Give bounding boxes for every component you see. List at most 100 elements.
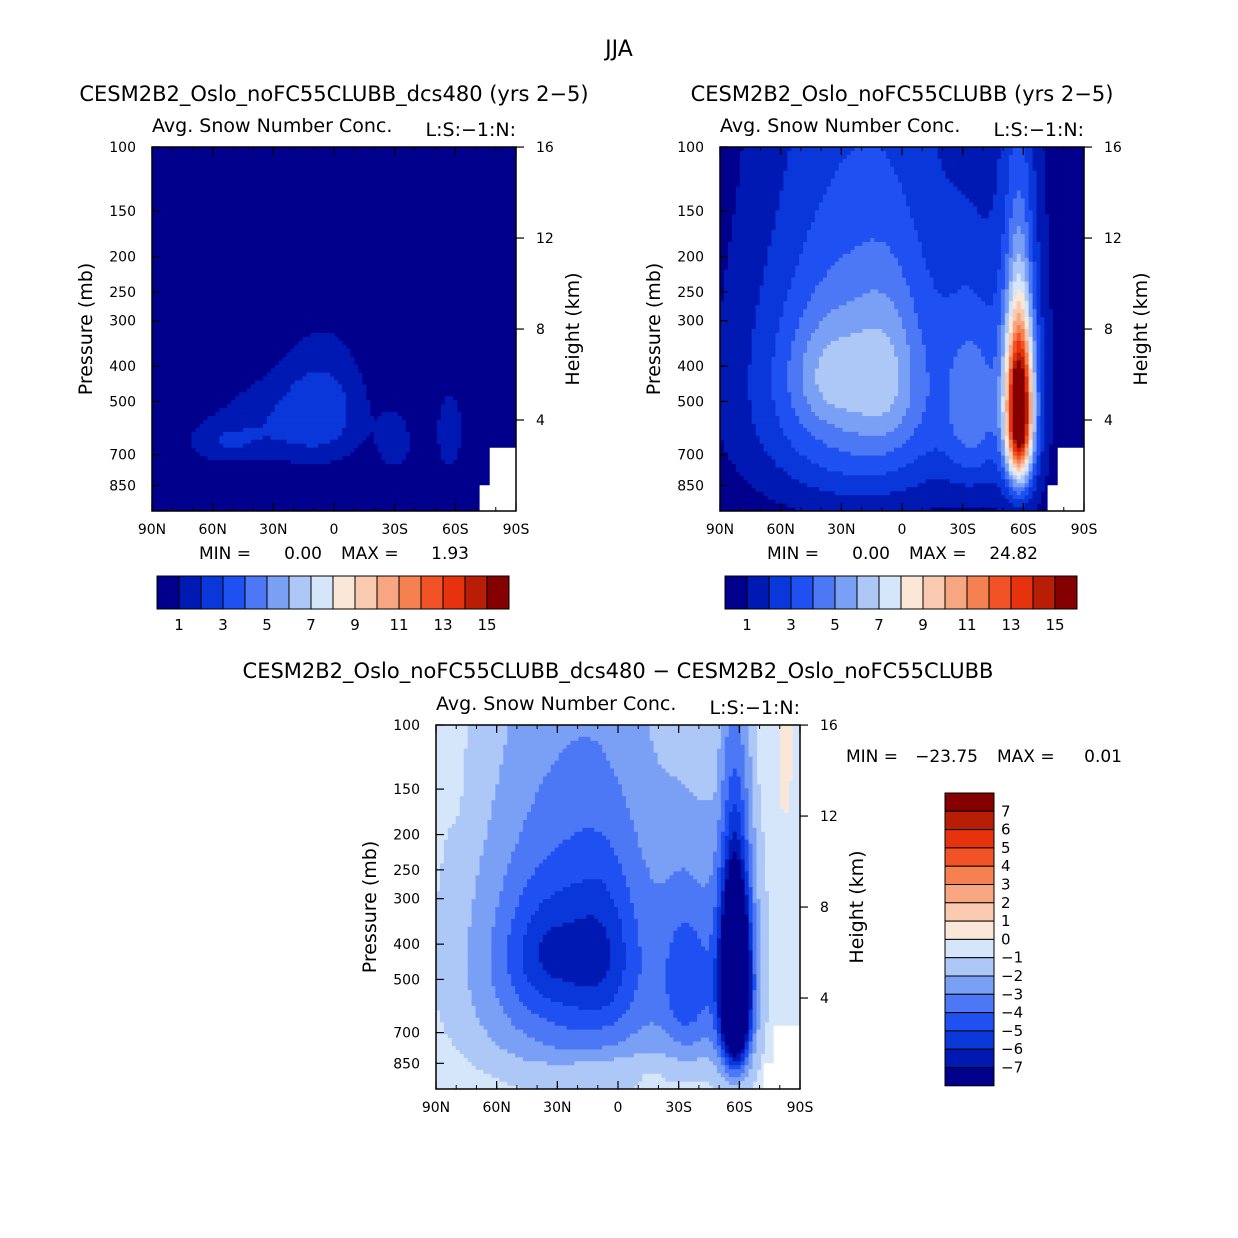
contour-cell — [1032, 309, 1038, 314]
contour-cell — [842, 214, 848, 219]
contour-cell — [870, 214, 875, 219]
contour-cell — [937, 249, 943, 255]
contour-cell — [735, 230, 741, 235]
contour-cell — [1016, 321, 1022, 326]
contour-cell — [266, 443, 272, 449]
contour-cell — [842, 325, 848, 330]
contour-cell — [981, 214, 986, 219]
contour-cell — [763, 277, 769, 283]
contour-cell — [795, 269, 800, 275]
contour-cell — [771, 218, 776, 223]
contour-cell — [361, 384, 367, 389]
contour-cell — [949, 301, 955, 306]
contour-cell — [1040, 154, 1046, 160]
contour-cell — [1020, 325, 1026, 330]
colorbar: 1 3 5 7 9 11 13 15 — [156, 575, 510, 634]
contour-cell — [866, 182, 871, 188]
contour-cell — [254, 416, 260, 421]
contour-cell — [862, 147, 867, 152]
contour-cell — [274, 408, 280, 413]
contour-cell — [811, 293, 816, 298]
contour-cell — [878, 281, 883, 287]
contour-cell — [977, 281, 982, 287]
contour-cell — [953, 162, 958, 168]
contour-cell — [838, 289, 844, 294]
contour-cell — [1020, 253, 1026, 259]
contour-cell — [846, 265, 852, 271]
contour-cell — [787, 226, 792, 231]
contour-cell — [302, 400, 307, 405]
contour-cell — [842, 238, 848, 243]
contour-cell — [1036, 289, 1042, 294]
contour-cell — [814, 241, 820, 247]
contour-cell — [842, 281, 848, 287]
contour-cell — [787, 261, 792, 267]
contour-cell — [314, 344, 319, 350]
contour-cell — [977, 238, 982, 243]
contour-cell — [306, 352, 311, 358]
contour-cell — [1040, 186, 1046, 192]
contour-cell — [258, 427, 264, 433]
contour-cell — [1008, 230, 1014, 235]
contour-cell — [799, 253, 804, 259]
contour-cell — [850, 313, 856, 318]
contour-cell — [830, 166, 836, 172]
contour-cell — [838, 265, 844, 271]
contour-cell — [231, 420, 236, 425]
contour-cell — [767, 206, 773, 211]
contour-cell — [787, 150, 792, 156]
contour-cell — [322, 420, 327, 425]
contour-cell — [763, 297, 769, 302]
contour-cell — [448, 443, 454, 449]
contour-cell — [826, 285, 832, 291]
contour-cell — [818, 198, 824, 203]
contour-cell — [933, 249, 939, 255]
contour-cell — [854, 241, 860, 247]
contour-cell — [1024, 253, 1030, 259]
contour-cell — [1032, 249, 1038, 255]
contour-cell — [803, 329, 808, 334]
contour-cell — [973, 150, 978, 156]
contour-cell — [850, 210, 856, 215]
contour-cell — [314, 332, 319, 338]
contour-cell — [886, 170, 891, 176]
contour-cell — [254, 447, 260, 453]
contour-cell — [755, 174, 761, 180]
contour-cell — [345, 431, 351, 437]
contour-cell — [783, 325, 788, 330]
contour-cell — [929, 174, 935, 180]
contour-cell — [1036, 218, 1042, 223]
contour-cell — [842, 293, 848, 298]
contour-cell — [791, 301, 796, 306]
contour-cell — [822, 289, 828, 294]
contour-cell — [298, 400, 303, 405]
contour-cell — [306, 455, 311, 461]
contour-cell — [913, 277, 919, 283]
contour-cell — [913, 194, 919, 200]
contour-cell — [996, 174, 1002, 180]
contour-cell — [1024, 182, 1030, 188]
contour-cell — [743, 313, 749, 318]
contour-cell — [921, 170, 927, 176]
contour-cell — [334, 388, 339, 393]
contour-cell — [787, 238, 792, 243]
contour-cell — [1012, 150, 1018, 156]
contour-cell — [345, 364, 351, 370]
contour-cell — [925, 245, 931, 251]
contour-cell — [814, 154, 820, 160]
contour-cell — [838, 238, 844, 243]
contour-cell — [838, 249, 844, 255]
contour-cell — [822, 150, 828, 156]
contour-cell — [981, 285, 986, 291]
contour-cell — [1040, 317, 1046, 322]
contour-cell — [771, 190, 776, 196]
contour-cell — [870, 154, 875, 160]
contour-cell — [751, 238, 757, 243]
contour-cell — [389, 447, 394, 453]
contour-cell — [731, 249, 737, 255]
contour-cell — [795, 198, 800, 203]
contour-cell — [783, 269, 788, 275]
contour-cell — [282, 451, 288, 457]
contour-cell — [945, 150, 951, 156]
contour-cell — [814, 230, 820, 235]
